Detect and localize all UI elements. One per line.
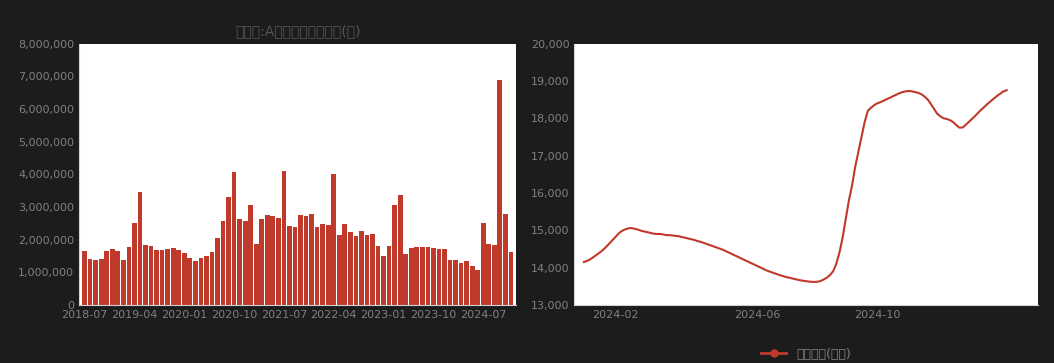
Bar [320,224,325,305]
Bar [470,266,474,305]
Bar [315,228,319,305]
Bar [210,252,214,305]
Bar [492,245,496,305]
Bar [132,223,137,305]
Bar [404,254,408,305]
Bar [426,247,430,305]
Bar [116,251,120,305]
Bar [464,261,469,305]
Bar [481,223,486,305]
Bar [94,260,98,305]
Bar [193,261,198,305]
Bar [104,251,109,305]
Bar [160,250,164,305]
Bar [198,258,203,305]
Bar [309,214,314,305]
Bar [375,246,380,305]
Bar [475,270,480,305]
Bar [220,221,226,305]
Bar [227,197,231,305]
Bar [359,231,364,305]
Bar [458,264,464,305]
Bar [171,248,176,305]
Bar [503,214,508,305]
Bar [259,219,265,305]
Title: 上证所:A股账户新增开户数(户): 上证所:A股账户新增开户数(户) [235,24,360,38]
Bar [143,245,148,305]
Bar [281,171,287,305]
Bar [409,248,413,305]
Bar [331,174,336,305]
Bar [110,249,115,305]
Bar [343,224,347,305]
Bar [353,236,358,305]
Bar [188,258,192,305]
Bar [298,215,302,305]
Bar [326,225,331,305]
Bar [392,205,397,305]
Bar [442,249,447,305]
Bar [176,250,181,305]
Bar [254,244,258,305]
Bar [397,195,403,305]
Bar [419,248,425,305]
Bar [126,248,132,305]
Bar [165,249,170,305]
Bar [87,258,93,305]
Bar [304,216,309,305]
Bar [431,248,435,305]
Bar [182,253,187,305]
Bar [348,232,353,305]
Bar [265,215,270,305]
Legend: 融资余额(亿元): 融资余额(亿元) [757,343,856,363]
Bar [387,246,391,305]
Bar [204,256,209,305]
Bar [487,245,491,305]
Bar [215,238,220,305]
Bar [82,251,86,305]
Bar [149,246,154,305]
Bar [232,172,236,305]
Bar [276,218,280,305]
Bar [121,260,125,305]
Bar [138,192,142,305]
Bar [448,260,452,305]
Bar [382,256,386,305]
Bar [99,259,103,305]
Bar [293,227,297,305]
Bar [414,247,419,305]
Bar [249,205,253,305]
Bar [242,221,248,305]
Bar [370,234,375,305]
Bar [154,250,159,305]
Bar [436,249,442,305]
Bar [237,219,242,305]
Bar [497,80,502,305]
Bar [453,260,457,305]
Bar [337,235,341,305]
Bar [287,225,292,305]
Bar [509,252,513,305]
Bar [365,235,369,305]
Bar [271,216,275,305]
